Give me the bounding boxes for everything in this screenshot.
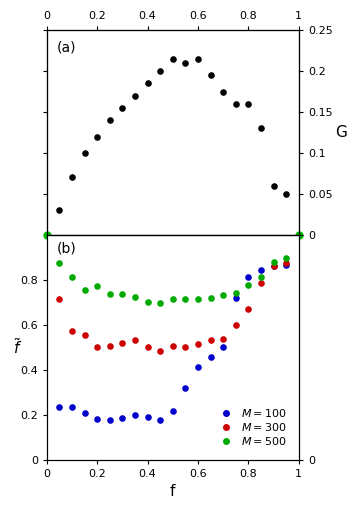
Point [157, 416, 163, 424]
Point [57, 206, 62, 214]
Y-axis label: $\tilde{f}$: $\tilde{f}$ [13, 337, 22, 357]
Point [107, 342, 113, 350]
Point [283, 261, 289, 269]
Point [183, 384, 188, 392]
Point [57, 402, 62, 411]
Point [120, 338, 125, 346]
Y-axis label: G: G [335, 125, 347, 140]
Point [271, 262, 276, 270]
Point [283, 259, 289, 267]
Point [157, 346, 163, 355]
Point [195, 55, 201, 63]
Point [157, 67, 163, 75]
Point [283, 190, 289, 198]
Point [82, 410, 87, 418]
Point [145, 298, 150, 306]
Point [94, 132, 100, 140]
Point [94, 415, 100, 423]
Point [183, 59, 188, 67]
Point [82, 149, 87, 157]
Point [246, 281, 251, 289]
Point [57, 259, 62, 267]
Point [170, 342, 176, 350]
Point [132, 411, 138, 419]
Point [107, 290, 113, 298]
Point [69, 402, 75, 411]
Point [246, 305, 251, 313]
Point [132, 292, 138, 300]
Point [170, 295, 176, 303]
Point [220, 87, 226, 95]
Point [220, 291, 226, 299]
Point [195, 363, 201, 371]
Point [195, 295, 201, 303]
Point [82, 331, 87, 339]
Text: (a): (a) [57, 40, 76, 55]
Point [107, 116, 113, 124]
Point [233, 293, 239, 301]
Point [145, 413, 150, 421]
Point [208, 71, 213, 79]
Point [208, 353, 213, 361]
Point [170, 55, 176, 63]
Point [246, 100, 251, 108]
Point [220, 343, 226, 351]
Point [208, 336, 213, 344]
Legend: $M = 100$, $M = 300$, $M = 500$: $M = 100$, $M = 300$, $M = 500$ [211, 402, 291, 452]
Point [94, 343, 100, 351]
Point [271, 262, 276, 270]
Point [246, 273, 251, 281]
Point [120, 290, 125, 298]
Point [233, 321, 239, 329]
Point [132, 336, 138, 344]
Text: (b): (b) [57, 241, 77, 256]
Point [145, 79, 150, 87]
Point [233, 100, 239, 108]
Point [258, 266, 264, 274]
Point [258, 124, 264, 132]
Point [271, 182, 276, 190]
Point [145, 343, 150, 351]
Point [183, 295, 188, 303]
Point [183, 343, 188, 351]
Point [195, 340, 201, 348]
Point [132, 92, 138, 100]
Point [258, 273, 264, 281]
Point [120, 104, 125, 112]
Point [208, 293, 213, 301]
Point [57, 295, 62, 303]
X-axis label: f: f [170, 484, 175, 499]
Point [69, 273, 75, 281]
Point [69, 327, 75, 335]
Point [107, 416, 113, 424]
Point [233, 289, 239, 297]
Point [170, 407, 176, 415]
Point [157, 299, 163, 308]
Point [283, 255, 289, 263]
Point [120, 414, 125, 422]
Point [258, 279, 264, 287]
Point [271, 258, 276, 266]
Point [82, 286, 87, 294]
Point [220, 335, 226, 343]
Point [69, 173, 75, 181]
Point [94, 282, 100, 290]
